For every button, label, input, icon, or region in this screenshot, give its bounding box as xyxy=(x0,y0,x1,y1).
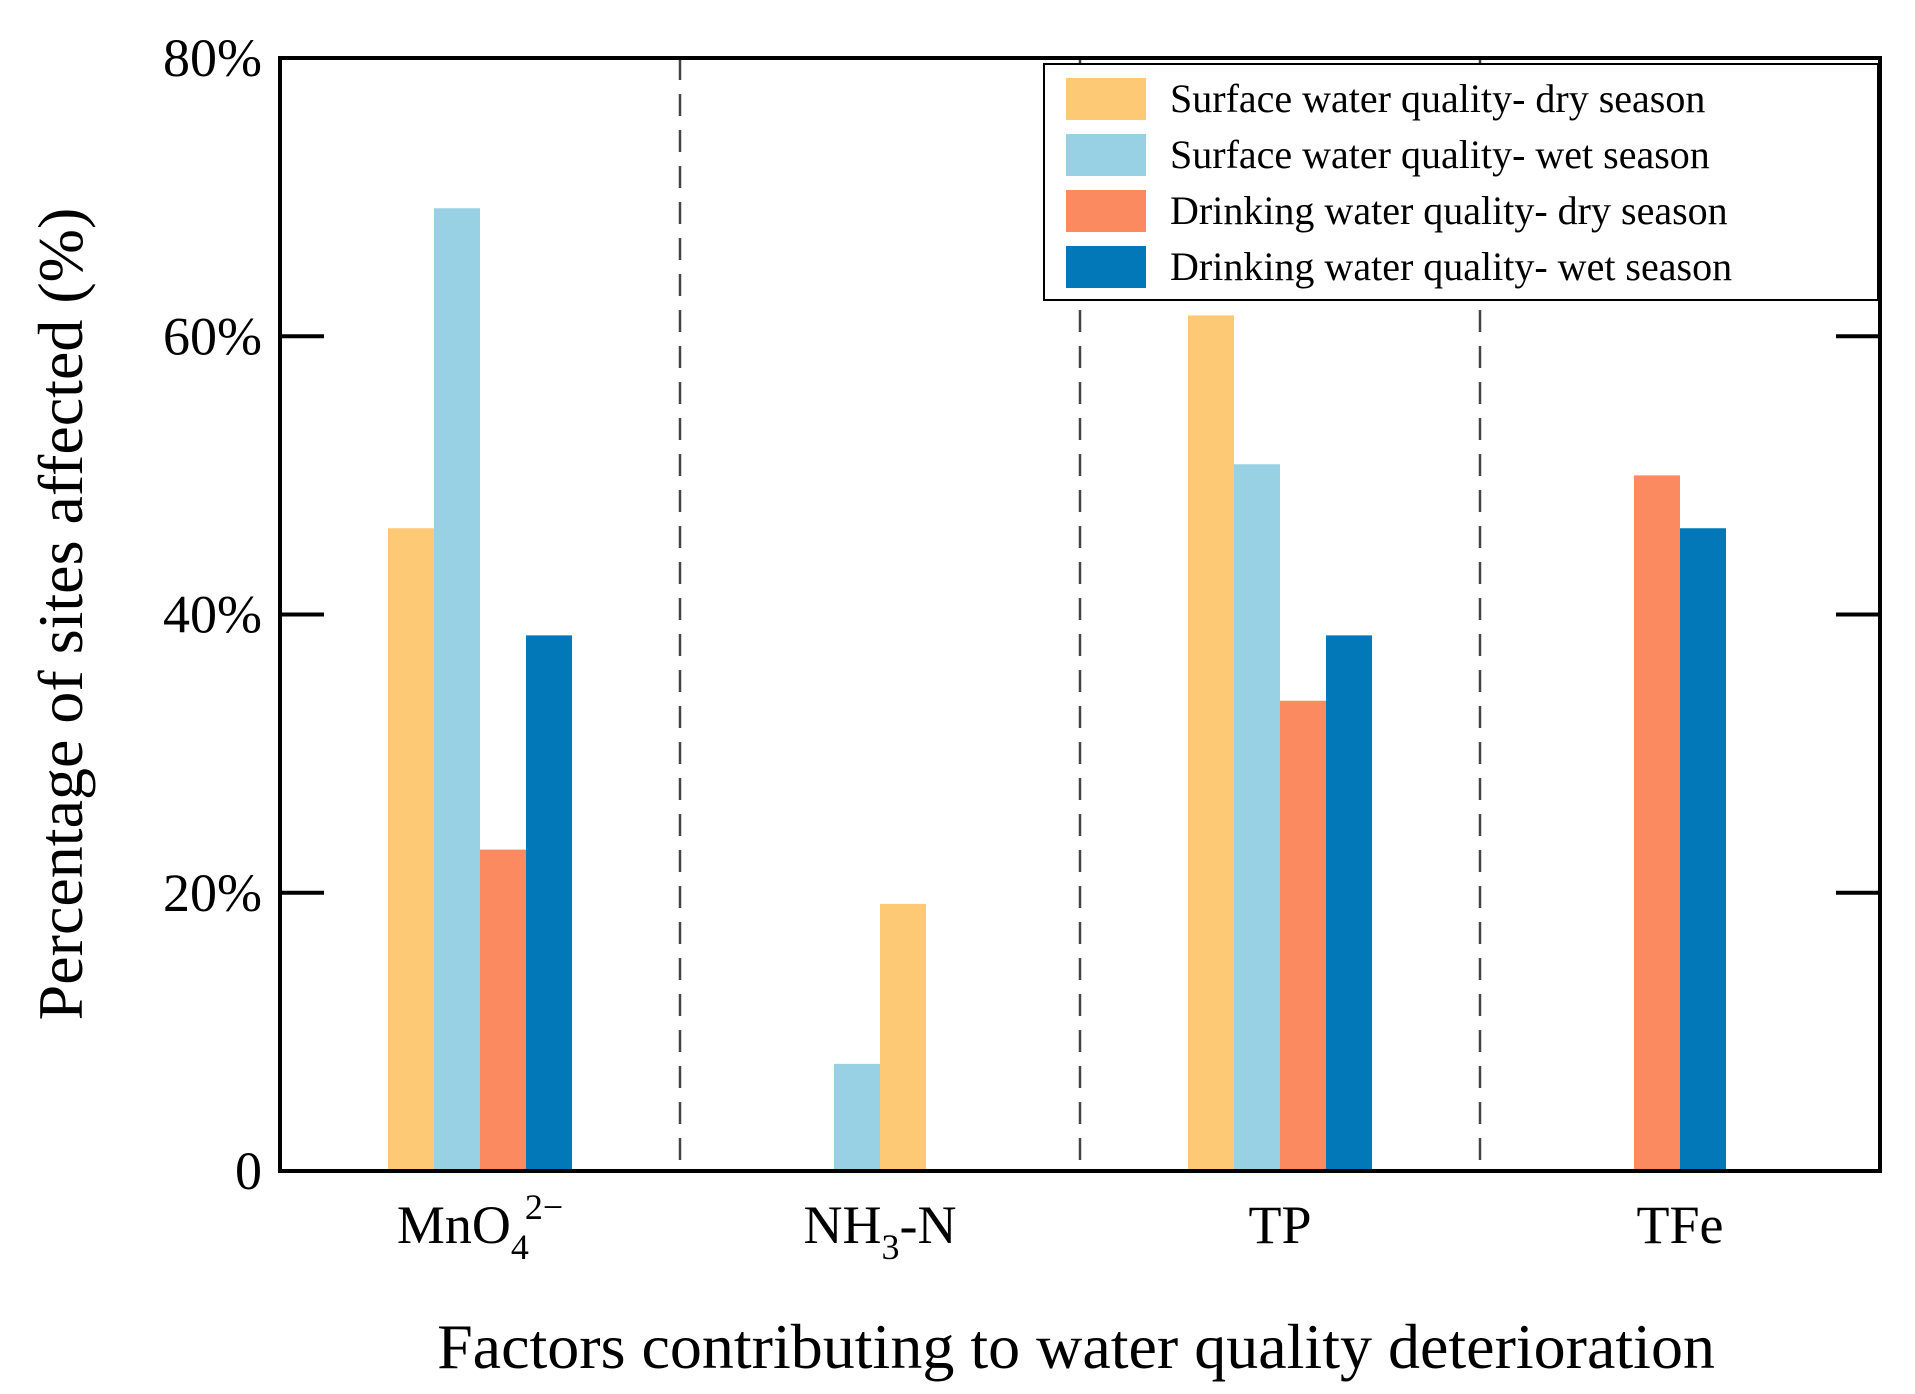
category-label-subscript: 3 xyxy=(882,1227,900,1267)
legend-box xyxy=(1043,63,1879,301)
category-label-main: NH xyxy=(804,1195,882,1255)
category-label: TP xyxy=(1248,1195,1311,1255)
legend-label: Drinking water quality- dry season xyxy=(1170,188,1728,233)
y-axis-title: Percentage of sites affected (%) xyxy=(25,208,96,1021)
legend-swatch xyxy=(1066,190,1146,232)
category-label-subscript: 4 xyxy=(511,1227,529,1267)
legend-swatch xyxy=(1066,246,1146,288)
y-tick-label: 0 xyxy=(235,1141,262,1201)
bar-surface-water-quality-wet-season xyxy=(834,1063,880,1171)
y-tick-label: 60% xyxy=(163,306,262,366)
bar-drinking-water-quality-dry-season xyxy=(480,849,526,1171)
category-label: MnO42− xyxy=(397,1187,563,1267)
bars xyxy=(388,208,1726,1172)
category-label-main: MnO xyxy=(397,1195,511,1255)
bar-drinking-water-quality-wet-season xyxy=(1680,528,1726,1171)
bar-drinking-water-quality-wet-season xyxy=(526,635,572,1171)
y-tick-label: 80% xyxy=(163,28,262,88)
category-label-tail: -N xyxy=(900,1195,957,1255)
category-label: TFe xyxy=(1637,1195,1724,1255)
category-label-main: TP xyxy=(1248,1195,1311,1255)
bar-drinking-water-quality-dry-season xyxy=(1634,475,1680,1171)
legend: Surface water quality- dry season Surface… xyxy=(1043,63,1879,301)
bar-drinking-water-quality-dry-season xyxy=(1280,700,1326,1171)
legend-items: Surface water quality- dry season Surface… xyxy=(1066,76,1732,289)
category-label-main: TFe xyxy=(1637,1195,1724,1255)
y-axis-ticks: 0 20% 40% 60% 80% xyxy=(163,28,1880,1201)
legend-label: Drinking water quality- wet season xyxy=(1170,244,1732,289)
bar-drinking-water-quality-wet-season xyxy=(1326,635,1372,1171)
bar-surface-water-quality-dry-season xyxy=(1188,315,1234,1172)
category-label: NH3-N xyxy=(804,1195,957,1267)
legend-swatch xyxy=(1066,78,1146,120)
legend-label: Surface water quality- dry season xyxy=(1170,76,1705,121)
bar-surface-water-quality-wet-season xyxy=(434,208,480,1171)
bar-surface-water-quality-wet-season xyxy=(1234,464,1280,1171)
category-label-superscript: 2− xyxy=(525,1187,563,1227)
x-axis-categories: MnO42− NH3-N TP TFe xyxy=(397,1187,1724,1267)
bar-surface-water-quality-dry-season xyxy=(880,903,926,1171)
y-tick-label: 20% xyxy=(163,863,262,923)
bar-surface-water-quality-dry-season xyxy=(388,528,434,1171)
y-tick-label: 40% xyxy=(163,585,262,645)
legend-label: Surface water quality- wet season xyxy=(1170,132,1710,177)
x-axis-title: Factors contributing to water quality de… xyxy=(437,1311,1715,1382)
legend-swatch xyxy=(1066,134,1146,176)
